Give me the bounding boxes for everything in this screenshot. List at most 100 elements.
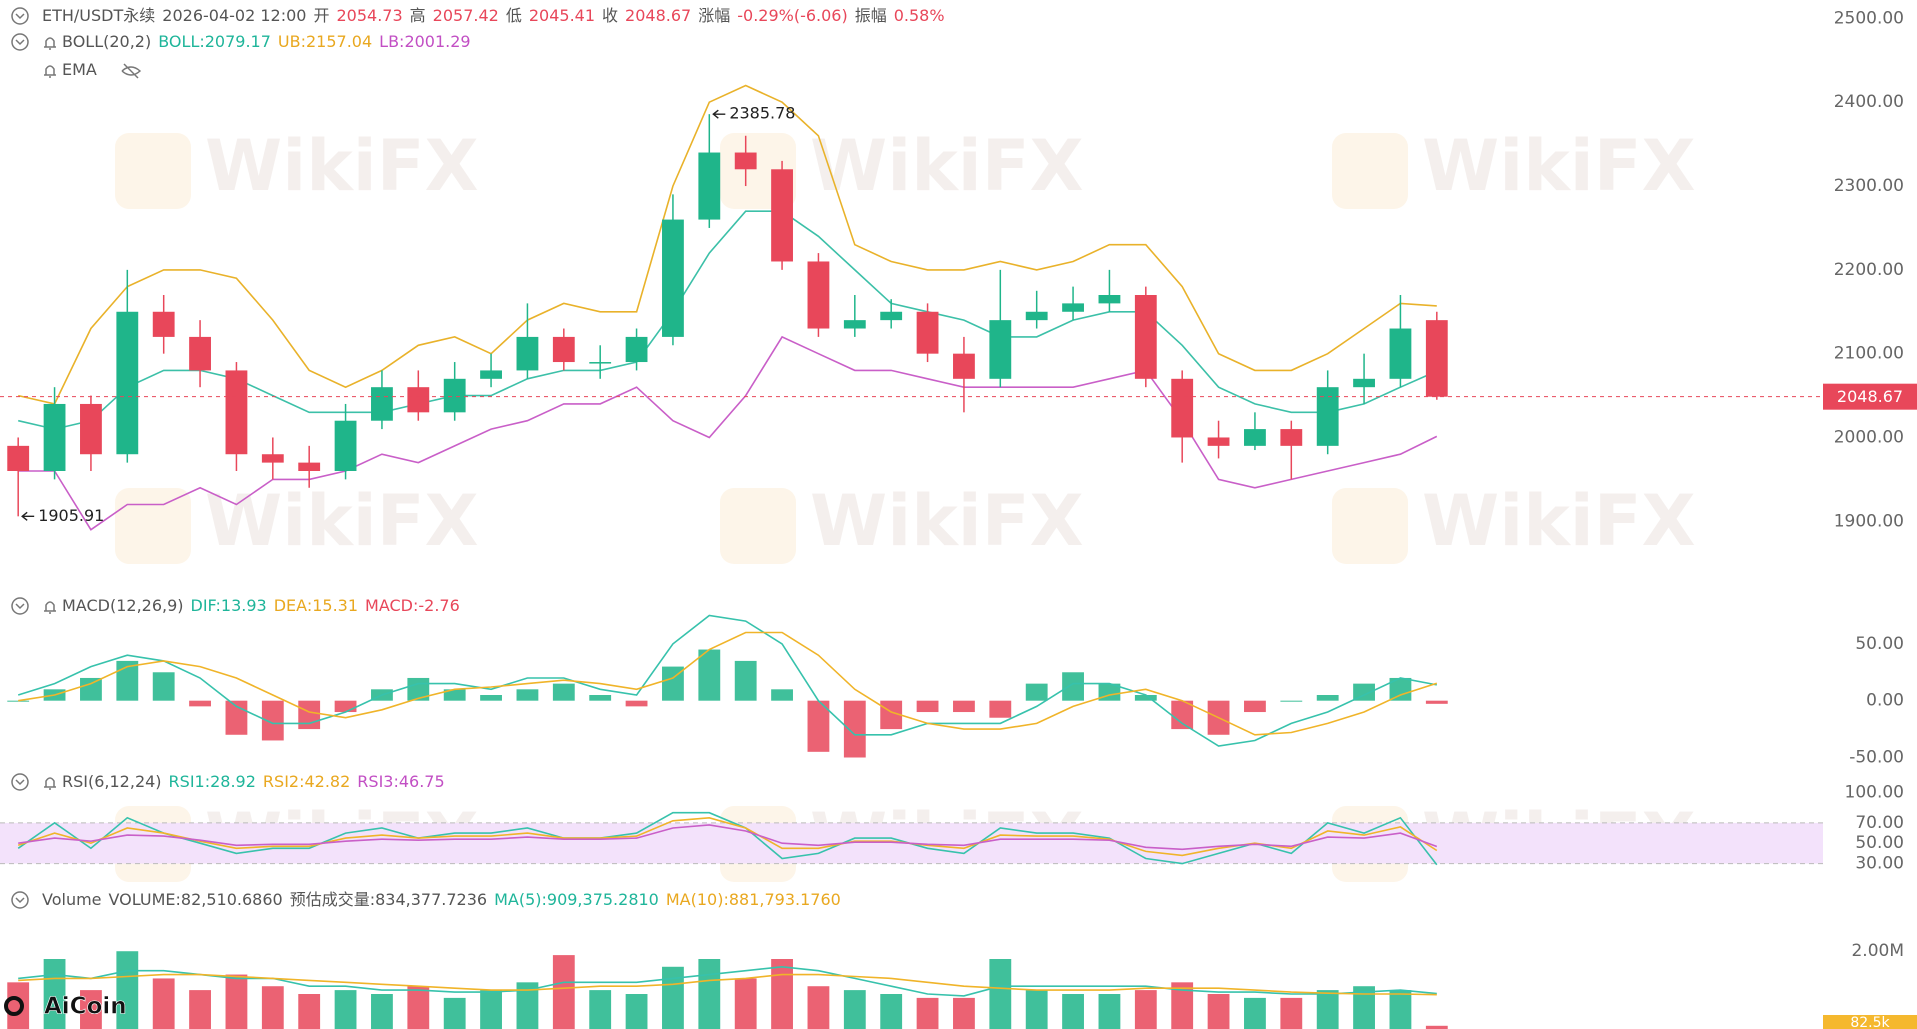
macd-bar <box>552 683 575 701</box>
legend-item: 低 <box>506 6 522 25</box>
legend-item: 0.58% <box>894 6 945 25</box>
candle-body <box>1316 387 1339 446</box>
legend-item: MA(10):881,793.1760 <box>666 890 841 909</box>
volume-bar <box>334 990 357 1029</box>
macd-bar <box>625 700 648 707</box>
macd-bar <box>7 700 30 702</box>
collapse-icon[interactable] <box>11 597 29 615</box>
candle-body <box>916 311 939 354</box>
volume-bar <box>953 997 975 1029</box>
macd-bar <box>807 700 830 752</box>
volume-bar <box>625 994 648 1029</box>
y-tick-label: 2000.00 <box>1834 427 1904 447</box>
chevron <box>15 897 25 904</box>
macd-bar <box>261 700 284 741</box>
volume-bar <box>1062 994 1084 1029</box>
legend-item: 2048.67 <box>625 6 691 25</box>
candle-body <box>516 336 539 371</box>
legend: ETH/USDT永续 2026-04-02 12:00 开 2054.73 高 2057.… <box>42 6 945 25</box>
candle-body <box>1134 295 1157 379</box>
volume-bar <box>1353 986 1375 1029</box>
candle-body <box>152 311 175 337</box>
volume-bar <box>1098 994 1121 1029</box>
volume-bar <box>189 990 211 1029</box>
volume-bar <box>407 986 430 1029</box>
collapse-icon[interactable] <box>11 7 29 25</box>
chevron <box>15 603 25 610</box>
plot: ETH/USDT永续 2026-04-02 12:00 开 2054.73 高 2057.… <box>0 6 1917 1029</box>
volume-bar <box>261 986 284 1029</box>
candle-body <box>552 336 575 363</box>
bell-icon[interactable] <box>44 65 56 78</box>
logo-text: AiCoin <box>44 994 127 1020</box>
candle-body <box>1207 437 1230 446</box>
volume-bar <box>843 990 866 1029</box>
legend-item: 开 <box>313 6 329 25</box>
logo: AiCoin <box>4 993 127 1020</box>
legend-item: ETH/USDT永续 <box>42 6 155 25</box>
candle-body <box>698 152 721 220</box>
macd-bar <box>989 700 1012 718</box>
candle-body <box>1425 320 1448 397</box>
volume-tag-label: 82.5k <box>1850 1015 1890 1029</box>
macd-bar <box>916 700 939 713</box>
legend-item: DEA:15.31 <box>274 596 358 615</box>
collapse-icon[interactable] <box>11 33 29 51</box>
boll-line <box>18 210 1438 430</box>
eye-off-icon[interactable] <box>121 63 142 79</box>
candle-body <box>1389 328 1412 379</box>
candle-body <box>371 387 393 421</box>
legend-item: RSI1:28.92 <box>169 772 256 791</box>
legend-item: 涨幅 <box>698 6 730 25</box>
macd-bar <box>334 700 357 713</box>
volume-bar <box>1025 990 1048 1029</box>
candle-body <box>807 261 830 329</box>
collapse-icon[interactable] <box>11 891 29 909</box>
collapse-icon[interactable] <box>11 773 29 791</box>
volume-bar <box>1425 1025 1448 1029</box>
candle-body <box>1098 295 1121 304</box>
volume-bar <box>1389 990 1412 1029</box>
y-tick-label: 2400.00 <box>1834 92 1904 112</box>
candle-body <box>953 353 975 379</box>
volume-ma-line <box>18 965 1437 997</box>
y-tick-label: 2200.00 <box>1834 260 1904 280</box>
macd-bar <box>443 689 466 701</box>
annotation: 1905.91 <box>38 506 104 525</box>
y-tick-label: 2.00M <box>1851 941 1904 961</box>
icons <box>11 7 142 909</box>
watermark: WikiFX <box>810 125 1084 207</box>
candle-body <box>625 336 648 363</box>
bell-icon[interactable] <box>44 601 56 614</box>
legend-item: RSI2:42.82 <box>263 772 350 791</box>
last-price-label: 2048.67 <box>1837 387 1903 406</box>
watermark-icon <box>115 488 191 564</box>
candle-body <box>116 311 139 455</box>
candle-body <box>225 370 248 455</box>
legend-item: 振幅 <box>855 6 887 25</box>
watermark: WikiFX <box>205 480 479 562</box>
volume-bar <box>916 997 939 1029</box>
legend: MACD(12,26,9) DIF:13.93 DEA:15.31 MACD:-2.7… <box>62 596 460 615</box>
macd-line <box>18 631 1438 736</box>
volume-bar <box>80 990 102 1029</box>
candle-body <box>1062 303 1084 312</box>
candle-body <box>1353 378 1375 388</box>
legend-item: 2026-04-02 12:00 <box>162 6 306 25</box>
watermark-icon <box>720 488 796 564</box>
volume-bar <box>589 990 612 1029</box>
macd-bar <box>1134 695 1157 701</box>
macd-bar <box>516 689 539 701</box>
macd-bar <box>771 689 793 701</box>
legend-item: LB:2001.29 <box>379 32 470 51</box>
bell-icon[interactable] <box>44 37 56 50</box>
volume-bar <box>734 978 757 1029</box>
volume-bar <box>152 978 175 1029</box>
candle-body <box>734 152 757 170</box>
volume-bar <box>1171 982 1194 1029</box>
candle-body <box>589 362 612 364</box>
boll-line <box>18 84 1437 405</box>
bell-icon[interactable] <box>44 777 56 790</box>
legend-item: DIF:13.93 <box>191 596 267 615</box>
